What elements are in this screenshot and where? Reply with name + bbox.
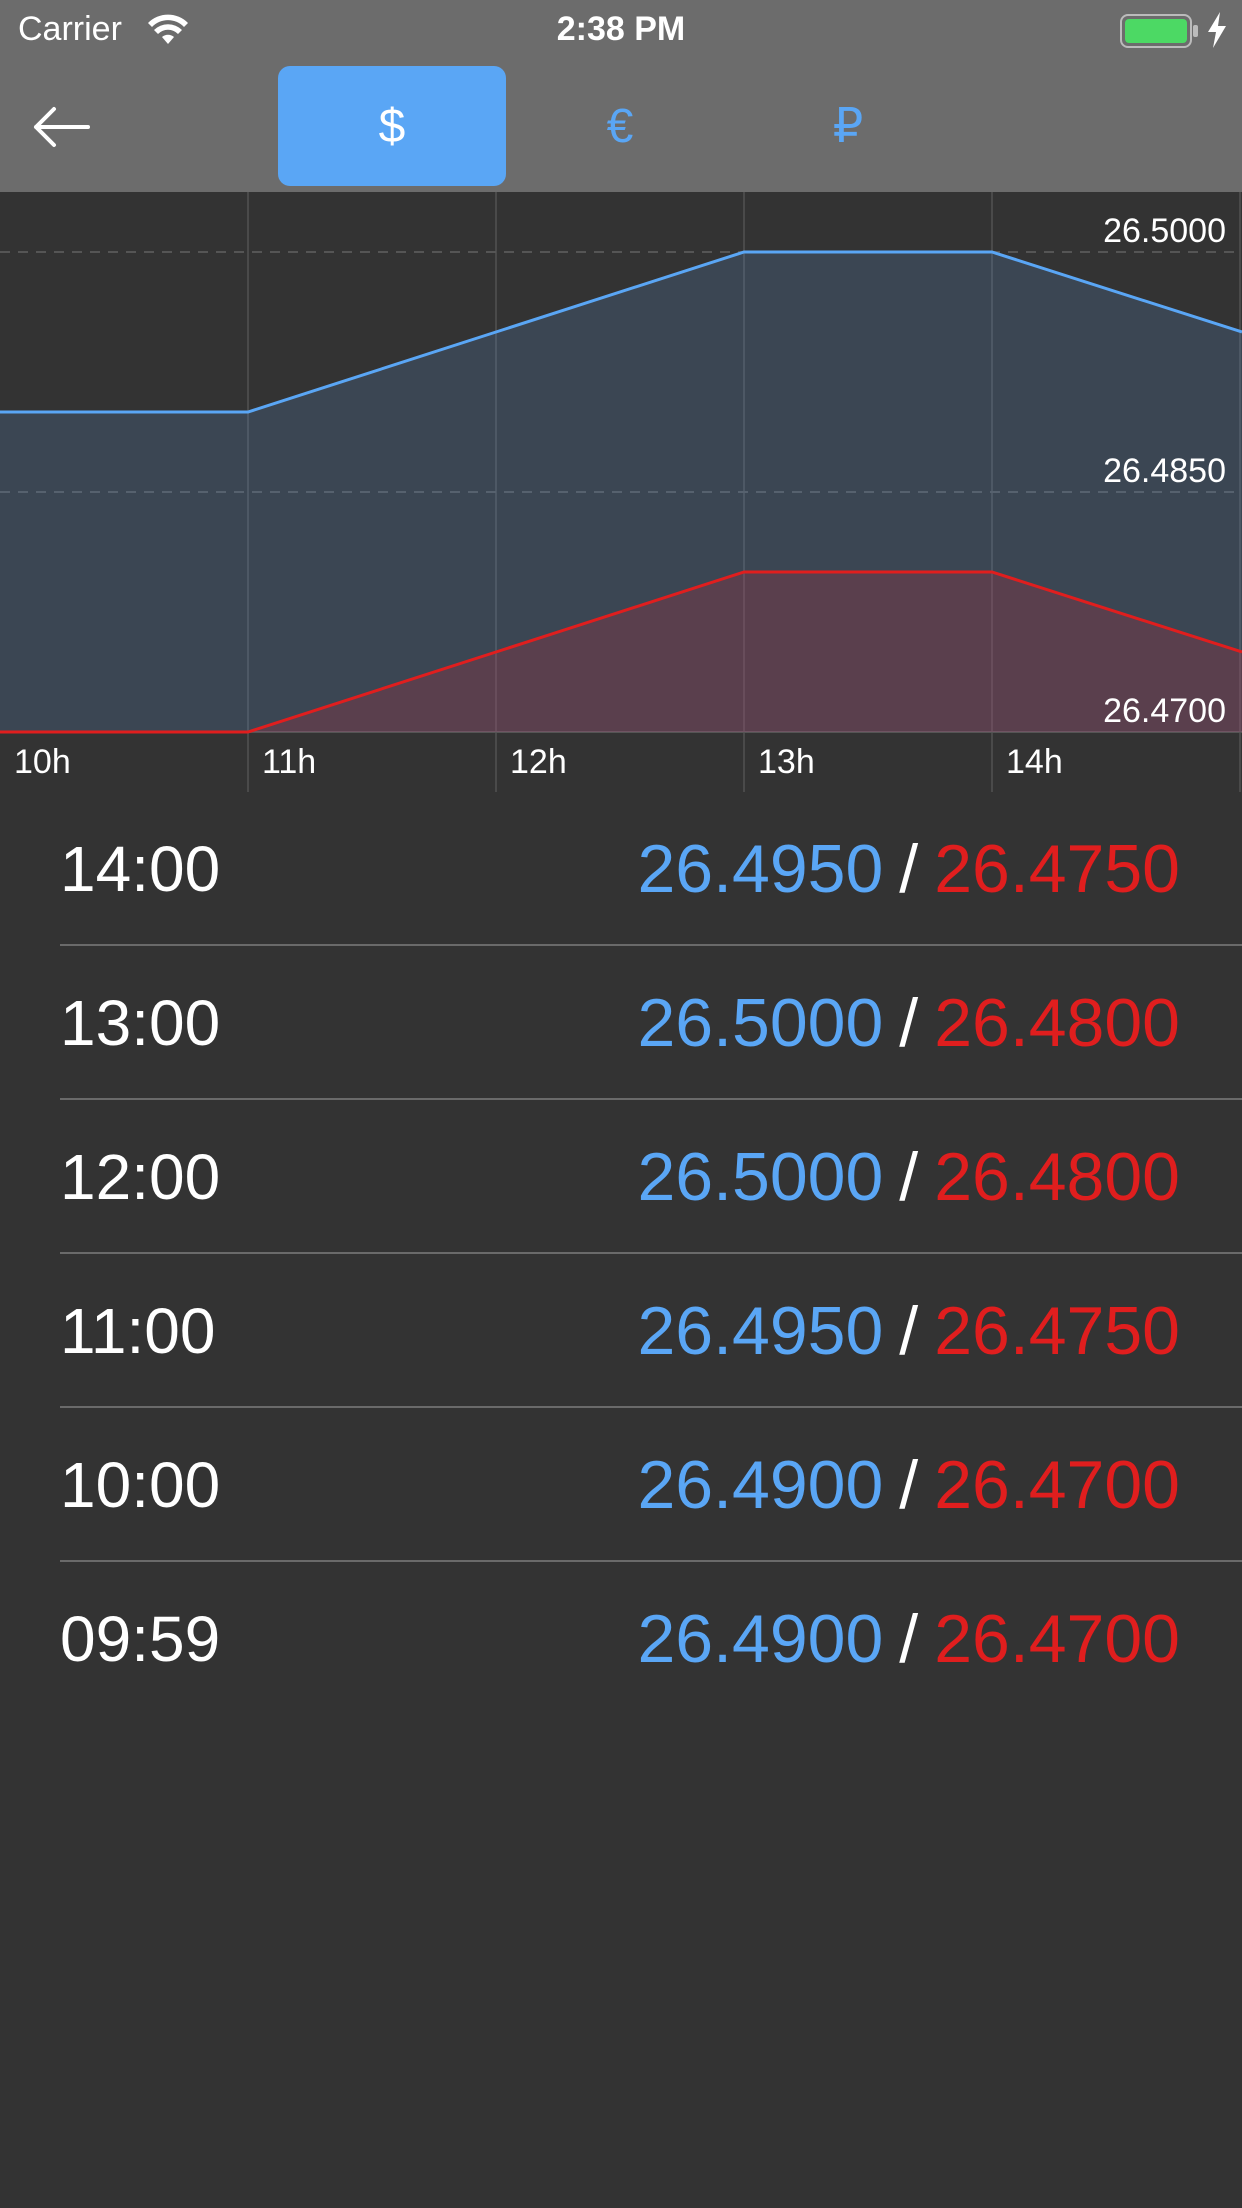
rate-separator: / (899, 1601, 919, 1677)
clock-label: 2:38 PM (556, 10, 686, 48)
x-tick-label: 13h (758, 743, 815, 781)
x-tick-label: 12h (510, 743, 567, 781)
row-time: 09:59 (60, 1603, 221, 1675)
rate-separator: / (899, 1447, 919, 1523)
row-time: 13:00 (60, 987, 221, 1059)
row-time: 11:00 (60, 1295, 216, 1367)
charging-icon (1206, 12, 1228, 53)
wifi-icon (148, 14, 188, 51)
y-tick-label: 26.5000 (1103, 212, 1226, 250)
sell-rate: 26.4750 (934, 1293, 1180, 1369)
sell-rate: 26.4800 (934, 1139, 1180, 1215)
row-time: 10:00 (60, 1449, 221, 1521)
row-time: 14:00 (60, 833, 221, 905)
list-item[interactable]: 09:59 26.4900/26.4700 (60, 1562, 1242, 1714)
row-time: 12:00 (60, 1141, 221, 1213)
buy-rate: 26.4950 (637, 1293, 884, 1369)
rate-separator: / (899, 1293, 919, 1369)
x-tick-label: 10h (14, 743, 71, 781)
rate-separator: / (899, 1139, 919, 1215)
list-item[interactable]: 14:00 26.4950/26.4750 (60, 792, 1242, 946)
sell-rate: 26.4700 (934, 1601, 1180, 1677)
carrier-label: Carrier (18, 10, 122, 48)
series-line (0, 250, 1242, 414)
y-tick-label: 26.4700 (1103, 692, 1226, 730)
y-tick-label: 26.4850 (1103, 452, 1226, 490)
buy-rate: 26.5000 (637, 1139, 884, 1215)
list-item[interactable]: 11:00 26.4950/26.4750 (60, 1254, 1242, 1408)
x-tick-label: 11h (262, 743, 316, 781)
status-bar: Carrier 2:38 PM (0, 0, 1242, 62)
row-rates: 26.5000/26.4800 (637, 984, 1180, 1062)
buy-rate: 26.4900 (637, 1447, 884, 1523)
row-rates: 26.4950/26.4750 (637, 830, 1180, 908)
row-rates: 26.4900/26.4700 (637, 1446, 1180, 1524)
tab-rub[interactable]: ₽ (832, 100, 864, 153)
sell-rate: 26.4700 (934, 1447, 1180, 1523)
row-rates: 26.4900/26.4700 (637, 1600, 1180, 1678)
rate-chart: 26.5000 26.4850 26.4700 10h 11h 12h 13h 14h (0, 192, 1242, 792)
rate-separator: / (899, 985, 919, 1061)
row-rates: 26.5000/26.4800 (637, 1138, 1180, 1216)
navigation-bar: $ € ₽ (0, 62, 1242, 192)
battery-icon (1120, 14, 1200, 53)
x-tick-label: 14h (1006, 743, 1063, 781)
buy-rate: 26.4950 (637, 831, 884, 907)
row-rates: 26.4950/26.4750 (637, 1292, 1180, 1370)
tab-eur[interactable]: € (606, 99, 634, 153)
series-line (0, 570, 1242, 734)
list-item[interactable]: 10:00 26.4900/26.4700 (60, 1408, 1242, 1562)
sell-rate: 26.4750 (934, 831, 1180, 907)
list-item[interactable]: 12:00 26.5000/26.4800 (60, 1100, 1242, 1254)
back-arrow-icon[interactable] (30, 102, 100, 152)
buy-rate: 26.5000 (637, 985, 884, 1061)
rates-list: 14:00 26.4950/26.4750 13:00 26.5000/26.4… (0, 792, 1242, 1714)
series-area (0, 572, 1242, 732)
rate-separator: / (899, 831, 919, 907)
list-item[interactable]: 13:00 26.5000/26.4800 (60, 946, 1242, 1100)
buy-rate: 26.4900 (637, 1601, 884, 1677)
sell-rate: 26.4800 (934, 985, 1180, 1061)
tab-usd[interactable]: $ (278, 66, 506, 186)
series-area (0, 252, 1242, 732)
